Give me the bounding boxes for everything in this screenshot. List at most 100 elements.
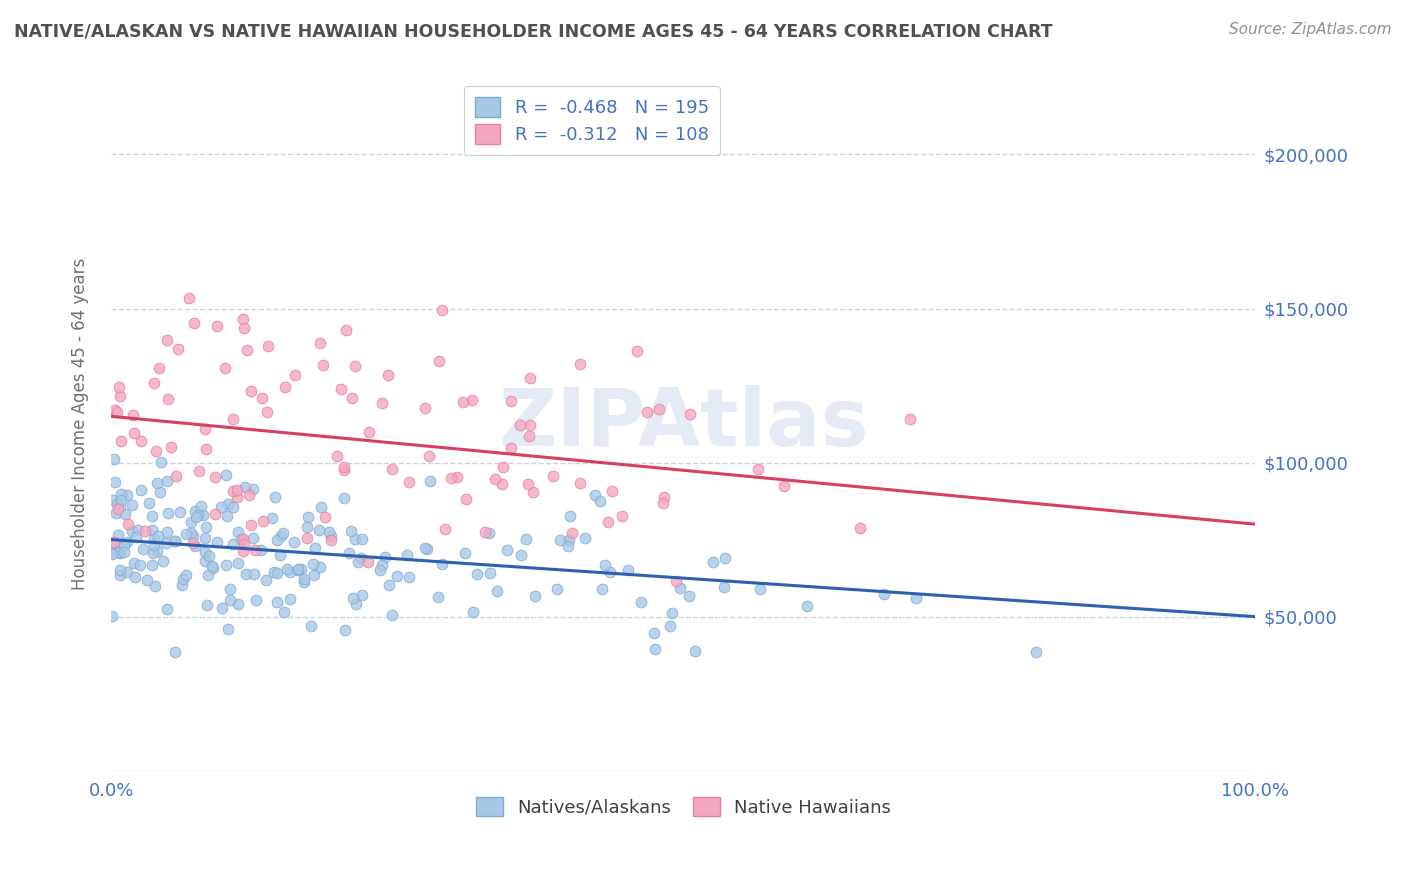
Point — [226, 525, 249, 540]
Point — [333, 459, 356, 474]
Point — [344, 597, 367, 611]
Point — [427, 354, 450, 368]
Point — [478, 525, 501, 540]
Point — [413, 541, 436, 555]
Point — [114, 507, 136, 521]
Point — [221, 484, 243, 499]
Point — [314, 509, 336, 524]
Point — [110, 434, 132, 448]
Point — [239, 518, 262, 533]
Point — [702, 556, 724, 570]
Text: NATIVE/ALASKAN VS NATIVE HAWAIIAN HOUSEHOLDER INCOME AGES 45 - 64 YEARS CORRELAT: NATIVE/ALASKAN VS NATIVE HAWAIIAN HOUSEH… — [14, 22, 1053, 40]
Point — [232, 320, 254, 334]
Point — [589, 494, 612, 508]
Point — [543, 469, 565, 483]
Point — [273, 605, 295, 619]
Point — [239, 384, 262, 399]
Point — [136, 573, 159, 587]
Point — [197, 568, 219, 582]
Point — [228, 597, 250, 611]
Point — [243, 567, 266, 582]
Point — [516, 477, 538, 491]
Point — [270, 529, 292, 543]
Point — [357, 555, 380, 569]
Point — [121, 498, 143, 512]
Point — [108, 540, 131, 554]
Point — [107, 545, 129, 559]
Point — [184, 539, 207, 553]
Point — [308, 560, 330, 574]
Point — [125, 530, 148, 544]
Point — [148, 360, 170, 375]
Point — [659, 619, 682, 633]
Point — [905, 591, 928, 605]
Point — [121, 524, 143, 538]
Point — [898, 412, 921, 426]
Point — [226, 491, 249, 505]
Point — [183, 316, 205, 330]
Point — [180, 515, 202, 529]
Point — [612, 509, 634, 524]
Point — [242, 531, 264, 545]
Point — [380, 608, 402, 623]
Point — [108, 499, 131, 513]
Point — [179, 291, 201, 305]
Point — [343, 533, 366, 547]
Point — [509, 418, 531, 433]
Point — [266, 533, 288, 548]
Point — [510, 548, 533, 562]
Point — [569, 475, 592, 490]
Point — [385, 569, 408, 583]
Point — [104, 475, 127, 489]
Point — [243, 543, 266, 558]
Point — [342, 391, 364, 405]
Point — [194, 442, 217, 456]
Point — [110, 493, 132, 508]
Point — [163, 534, 186, 549]
Point — [201, 561, 224, 575]
Point — [260, 510, 283, 524]
Point — [460, 392, 482, 407]
Point — [872, 587, 894, 601]
Point — [678, 589, 700, 603]
Point — [359, 425, 381, 439]
Point — [217, 497, 239, 511]
Point — [184, 510, 207, 524]
Point — [599, 566, 621, 580]
Point — [250, 542, 273, 557]
Point — [495, 542, 517, 557]
Point — [297, 531, 319, 545]
Point — [165, 534, 187, 549]
Point — [309, 335, 332, 350]
Point — [330, 382, 353, 396]
Point — [644, 641, 666, 656]
Point — [643, 626, 665, 640]
Point — [263, 565, 285, 579]
Point — [143, 532, 166, 546]
Point — [127, 523, 149, 537]
Point — [630, 594, 652, 608]
Point — [461, 606, 484, 620]
Point — [413, 401, 436, 415]
Point — [215, 558, 238, 573]
Point — [1025, 645, 1047, 659]
Point — [548, 533, 571, 548]
Point — [292, 572, 315, 586]
Point — [215, 468, 238, 483]
Point — [152, 553, 174, 567]
Point — [371, 558, 394, 572]
Point — [117, 516, 139, 531]
Point — [141, 558, 163, 572]
Point — [235, 566, 257, 581]
Point — [245, 593, 267, 607]
Point — [485, 583, 508, 598]
Point — [523, 589, 546, 603]
Point — [103, 452, 125, 467]
Point — [222, 537, 245, 551]
Point — [284, 368, 307, 382]
Point — [242, 482, 264, 496]
Point — [664, 574, 686, 588]
Point — [100, 608, 122, 623]
Point — [398, 475, 420, 489]
Point — [110, 487, 132, 501]
